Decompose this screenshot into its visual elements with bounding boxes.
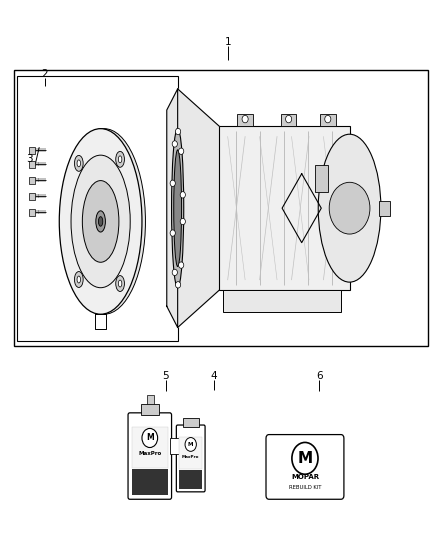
- Text: M: M: [297, 451, 313, 466]
- Circle shape: [170, 230, 175, 236]
- Circle shape: [179, 148, 184, 155]
- Ellipse shape: [74, 156, 83, 171]
- Text: MaxPro: MaxPro: [138, 451, 162, 456]
- Text: M: M: [188, 442, 194, 447]
- Ellipse shape: [329, 182, 370, 234]
- Text: M: M: [146, 433, 154, 442]
- Circle shape: [176, 128, 180, 135]
- Text: MaxPro: MaxPro: [182, 455, 199, 458]
- Bar: [29, 177, 35, 184]
- Ellipse shape: [77, 160, 81, 167]
- Bar: [179, 470, 202, 489]
- Ellipse shape: [116, 151, 124, 167]
- Circle shape: [286, 115, 292, 123]
- Circle shape: [180, 219, 185, 225]
- Bar: [237, 114, 253, 126]
- Ellipse shape: [172, 128, 184, 288]
- Circle shape: [179, 262, 184, 268]
- Ellipse shape: [96, 211, 106, 232]
- Circle shape: [242, 115, 248, 123]
- Bar: [141, 405, 159, 415]
- Circle shape: [325, 115, 331, 123]
- Bar: [183, 418, 198, 426]
- Ellipse shape: [82, 181, 119, 262]
- Bar: [29, 147, 35, 154]
- Ellipse shape: [74, 271, 83, 287]
- Ellipse shape: [63, 128, 145, 314]
- Text: 3: 3: [26, 154, 33, 164]
- Polygon shape: [178, 89, 219, 327]
- Bar: [320, 114, 336, 126]
- Ellipse shape: [77, 276, 81, 283]
- Circle shape: [172, 141, 177, 147]
- Bar: [14, 70, 428, 346]
- Ellipse shape: [174, 150, 182, 266]
- Text: REBUILD KIT: REBUILD KIT: [289, 485, 321, 490]
- Circle shape: [176, 281, 180, 288]
- Bar: [180, 438, 202, 469]
- Ellipse shape: [116, 276, 124, 292]
- Ellipse shape: [318, 134, 381, 282]
- Ellipse shape: [118, 280, 122, 287]
- Ellipse shape: [118, 156, 122, 163]
- Text: 1: 1: [224, 37, 231, 47]
- Bar: [29, 193, 35, 200]
- Bar: [223, 290, 341, 312]
- Bar: [29, 161, 35, 168]
- FancyBboxPatch shape: [266, 434, 344, 499]
- Text: 5: 5: [162, 372, 169, 381]
- Circle shape: [185, 438, 196, 451]
- Circle shape: [142, 429, 158, 448]
- FancyBboxPatch shape: [128, 413, 172, 499]
- Circle shape: [170, 180, 175, 187]
- Bar: [131, 469, 168, 495]
- Polygon shape: [167, 89, 178, 327]
- Text: MOPAR: MOPAR: [291, 474, 319, 480]
- Ellipse shape: [71, 155, 130, 288]
- Ellipse shape: [59, 128, 142, 314]
- Circle shape: [172, 269, 177, 276]
- FancyBboxPatch shape: [177, 425, 205, 492]
- Bar: [29, 209, 35, 216]
- PathPatch shape: [170, 438, 180, 455]
- Text: 4: 4: [211, 372, 217, 381]
- Bar: [219, 126, 350, 290]
- Circle shape: [292, 442, 318, 474]
- Circle shape: [180, 192, 185, 198]
- Bar: [147, 395, 154, 405]
- Text: 2: 2: [42, 69, 48, 79]
- Bar: [132, 427, 168, 469]
- Text: 6: 6: [316, 372, 322, 381]
- Bar: [17, 76, 178, 341]
- Ellipse shape: [99, 216, 103, 226]
- Bar: [315, 165, 328, 192]
- Bar: [379, 201, 390, 216]
- Bar: [281, 114, 297, 126]
